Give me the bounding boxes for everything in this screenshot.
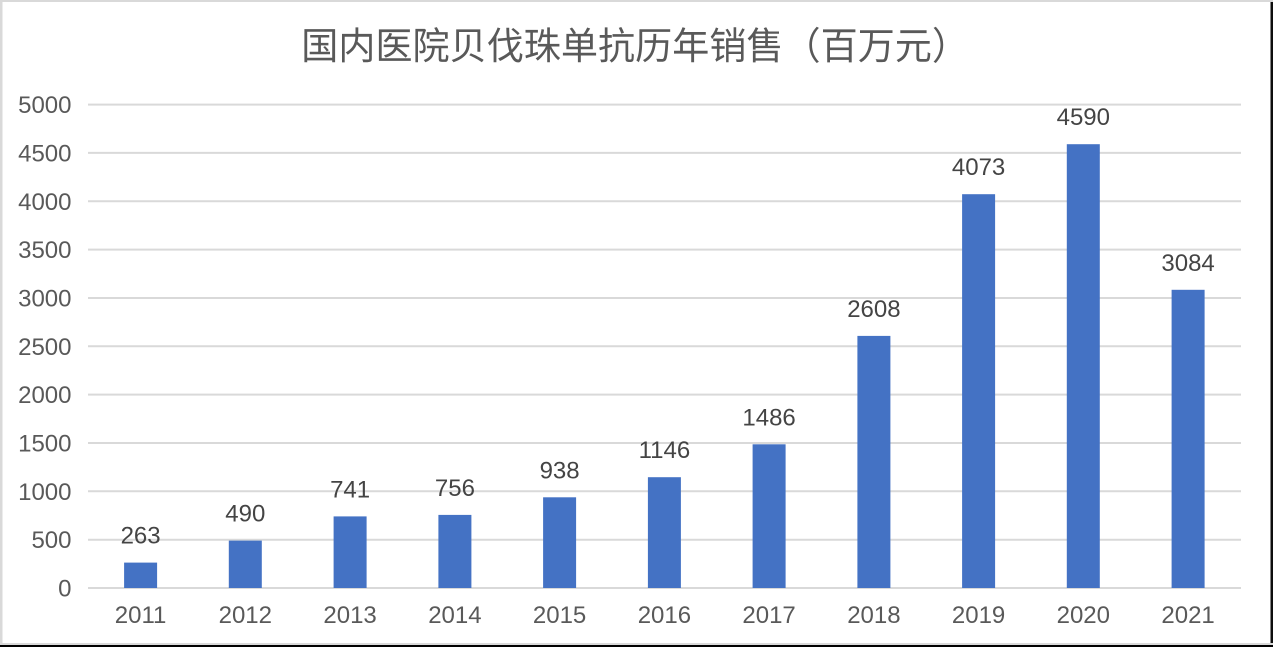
svg-text:1486: 1486 [742,404,795,431]
svg-text:2020: 2020 [1057,602,1110,629]
svg-text:2013: 2013 [323,602,376,629]
svg-text:2012: 2012 [219,602,272,629]
svg-text:4073: 4073 [952,154,1005,181]
svg-text:4590: 4590 [1057,104,1110,131]
svg-text:5000: 5000 [18,92,71,119]
svg-text:741: 741 [330,476,370,503]
svg-text:2017: 2017 [742,602,795,629]
svg-text:2018: 2018 [847,602,900,629]
svg-text:2021: 2021 [1161,602,1214,629]
svg-text:263: 263 [121,523,161,550]
svg-text:2016: 2016 [638,602,691,629]
svg-text:4500: 4500 [18,140,71,167]
svg-text:756: 756 [435,475,475,502]
svg-text:0: 0 [58,576,71,603]
svg-text:3500: 3500 [18,237,71,264]
svg-text:3000: 3000 [18,286,71,313]
svg-text:3084: 3084 [1161,250,1214,277]
svg-text:2014: 2014 [428,602,481,629]
svg-text:490: 490 [225,501,265,528]
svg-text:2000: 2000 [18,382,71,409]
svg-text:1500: 1500 [18,431,71,458]
svg-text:2011: 2011 [115,602,167,629]
svg-text:938: 938 [540,457,580,484]
svg-text:2608: 2608 [847,296,900,323]
svg-text:2015: 2015 [533,602,586,629]
svg-text:500: 500 [31,527,71,554]
svg-text:1000: 1000 [18,479,71,506]
svg-text:2500: 2500 [18,334,71,361]
svg-text:1146: 1146 [639,437,691,464]
svg-text:2019: 2019 [952,602,1005,629]
svg-text:4000: 4000 [18,189,71,216]
